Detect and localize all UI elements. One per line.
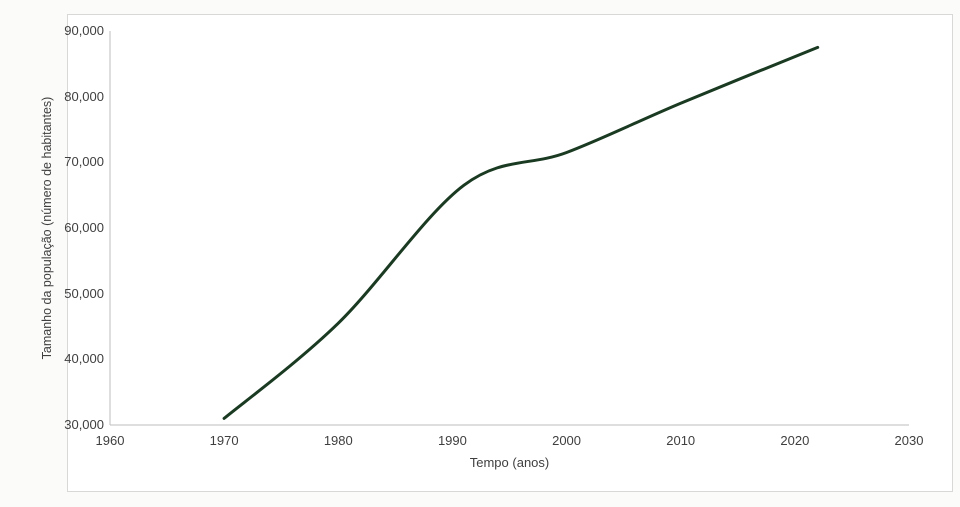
y-axis-title: Tamanho da população (número de habitant… xyxy=(40,96,54,360)
x-tick-label: 1960 xyxy=(95,433,125,448)
x-tick-label: 2010 xyxy=(666,433,696,448)
y-tick-label: 40,000 xyxy=(64,351,104,367)
y-tick-label: 70,000 xyxy=(64,154,104,170)
y-tick-label: 90,000 xyxy=(64,23,104,38)
x-tick-label: 2030 xyxy=(894,433,924,448)
x-tick-label: 2000 xyxy=(552,433,582,448)
x-tick-label: 2020 xyxy=(780,433,810,448)
y-tick-label: 50,000 xyxy=(64,285,104,301)
chart-panel xyxy=(67,14,953,492)
y-tick-label: 60,000 xyxy=(64,220,104,235)
x-tick-label: 1970 xyxy=(209,433,239,448)
x-tick-label: 1980 xyxy=(323,433,353,448)
x-tick-label: 1990 xyxy=(437,433,467,448)
y-tick-label: 30,000 xyxy=(64,417,104,432)
population-series-line xyxy=(222,45,820,420)
y-tick-label: 80,000 xyxy=(64,88,104,104)
x-axis-title: Tempo (anos) xyxy=(469,455,550,470)
